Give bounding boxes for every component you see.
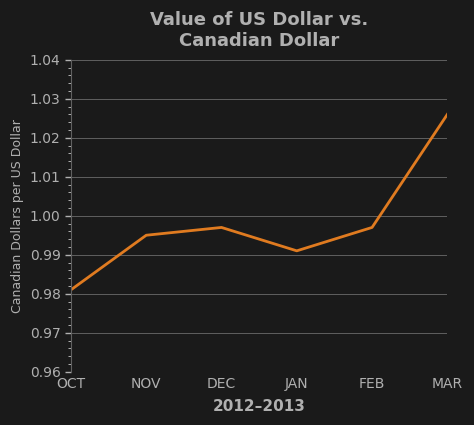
Y-axis label: Canadian Dollars per US Dollar: Canadian Dollars per US Dollar: [11, 119, 24, 313]
Title: Value of US Dollar vs.
Canadian Dollar: Value of US Dollar vs. Canadian Dollar: [150, 11, 368, 50]
X-axis label: 2012–2013: 2012–2013: [213, 399, 306, 414]
